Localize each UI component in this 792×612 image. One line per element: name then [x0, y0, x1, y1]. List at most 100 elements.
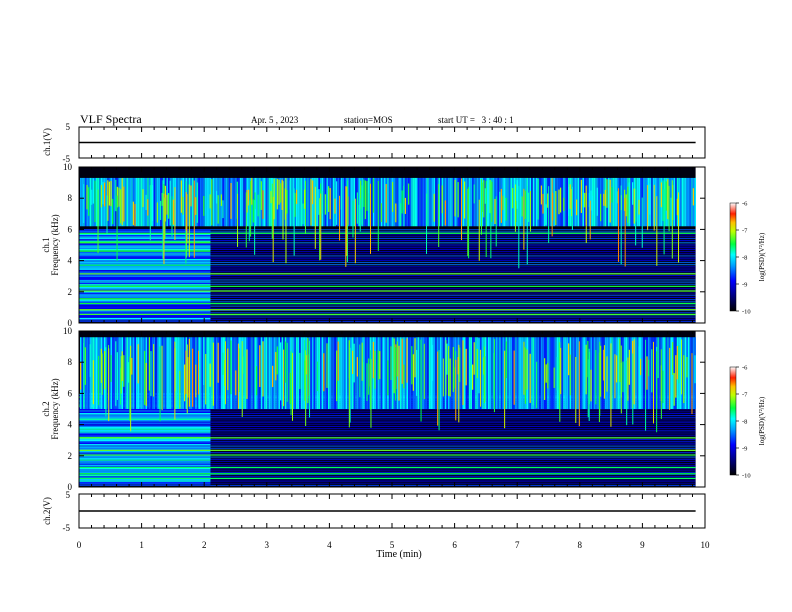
- chorus-column: [550, 177, 552, 227]
- y-tick-label: 8: [68, 357, 73, 367]
- chorus-streak: [270, 191, 272, 204]
- chorus-column: [113, 337, 116, 409]
- y-tick-label: 6: [68, 224, 73, 234]
- chorus-column: [355, 337, 357, 409]
- sferic-spike: [359, 344, 361, 398]
- chorus-column: [528, 337, 530, 409]
- sferic-spike: [656, 196, 658, 266]
- interference-line: [79, 268, 211, 271]
- interference-line: [79, 467, 211, 470]
- chorus-column: [371, 177, 373, 227]
- chorus-streak: [289, 372, 291, 405]
- chorus-streak: [638, 199, 640, 215]
- chorus-streak: [374, 350, 376, 389]
- ch1-voltage-ylabel: ch.1(V): [42, 128, 52, 156]
- sferic-spike: [589, 351, 591, 405]
- noise-line: [79, 253, 696, 255]
- chorus-column: [460, 337, 463, 409]
- chorus-streak: [360, 180, 362, 209]
- chorus-column: [153, 177, 156, 227]
- chorus-column: [129, 177, 132, 227]
- chorus-column: [604, 337, 607, 409]
- carrier-line: [79, 232, 696, 234]
- chorus-column: [409, 177, 412, 227]
- chorus-streak: [366, 181, 368, 211]
- chorus-streak: [569, 184, 571, 209]
- sferic-spike: [171, 196, 173, 237]
- chorus-column: [472, 177, 474, 227]
- chorus-streak: [137, 344, 139, 384]
- chorus-streak: [600, 193, 602, 222]
- chorus-streak: [600, 345, 602, 397]
- chorus-streak: [692, 188, 694, 206]
- chorus-streak: [361, 342, 363, 381]
- chorus-column: [630, 337, 632, 409]
- sferic-spike: [614, 354, 616, 399]
- chorus-column: [187, 177, 189, 227]
- carrier-line: [79, 466, 696, 469]
- sferic-spike: [250, 180, 252, 237]
- chorus-streak: [336, 181, 338, 225]
- noise-line: [79, 244, 696, 246]
- interference-line: [79, 263, 211, 265]
- interference-line: [79, 253, 211, 255]
- chorus-streak: [302, 203, 304, 225]
- chorus-column: [140, 337, 143, 409]
- chorus-column: [540, 337, 543, 409]
- chorus-column: [292, 337, 295, 409]
- chorus-column: [545, 177, 548, 227]
- chorus-column: [99, 177, 101, 227]
- chorus-column: [134, 337, 136, 409]
- interference-line: [79, 274, 211, 276]
- chorus-streak: [262, 190, 264, 219]
- chorus-streak: [638, 346, 640, 401]
- chorus-streak: [356, 357, 358, 377]
- chorus-column: [118, 337, 120, 409]
- chorus-column: [99, 337, 101, 409]
- chorus-streak: [454, 179, 456, 217]
- chorus-streak: [670, 197, 672, 226]
- chorus-column: [168, 337, 170, 409]
- interference-line: [79, 246, 211, 248]
- chorus-column: [566, 337, 568, 409]
- noise-line: [79, 246, 696, 248]
- chorus-streak: [280, 342, 282, 401]
- chorus-column: [177, 337, 180, 409]
- chorus-streak: [224, 359, 226, 386]
- chorus-column: [681, 337, 684, 409]
- chorus-streak: [276, 178, 278, 210]
- chorus-column: [214, 337, 216, 409]
- chorus-column: [96, 177, 98, 227]
- chorus-streak: [502, 195, 504, 211]
- chorus-streak: [310, 178, 312, 226]
- figure-title: VLF Spectra: [80, 112, 142, 126]
- chorus-streak: [563, 197, 565, 212]
- chorus-column: [598, 177, 600, 227]
- sferic-spike: [668, 185, 670, 232]
- chorus-streak: [273, 178, 275, 220]
- interference-line: [79, 415, 211, 418]
- sferic-spike: [286, 342, 288, 402]
- sferic-spike: [478, 199, 480, 261]
- chorus-column: [643, 337, 645, 409]
- chorus-column: [200, 337, 202, 409]
- chorus-column: [360, 337, 362, 409]
- chorus-column: [664, 337, 666, 409]
- chorus-streak: [592, 195, 594, 215]
- chorus-column: [531, 337, 533, 409]
- chorus-column: [166, 337, 168, 409]
- chorus-streak: [403, 185, 405, 211]
- chorus-column: [430, 337, 432, 409]
- noise-line: [79, 423, 696, 425]
- ch2-colorbar: -6 -7 -8 -9 -10 log(PSD)(V²/Hz): [729, 365, 766, 480]
- chorus-column: [347, 337, 349, 409]
- interference-line: [79, 317, 211, 320]
- chorus-column: [220, 337, 223, 409]
- chorus-column: [508, 177, 511, 227]
- chorus-streak: [537, 178, 539, 220]
- chorus-streak: [110, 355, 112, 382]
- chorus-streak: [504, 183, 506, 208]
- interference-line: [79, 229, 211, 231]
- carrier-line: [79, 285, 696, 287]
- chorus-streak: [238, 348, 240, 393]
